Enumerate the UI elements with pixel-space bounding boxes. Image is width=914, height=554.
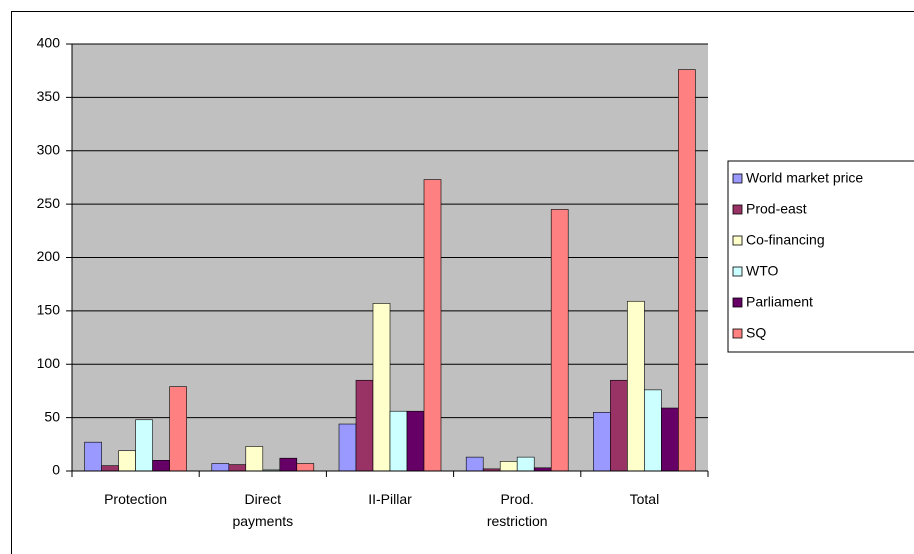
y-tick-label: 400 <box>37 35 61 51</box>
bar <box>152 460 170 472</box>
legend-marker <box>732 173 743 184</box>
y-tick-label: 0 <box>52 462 60 478</box>
y-tick-label: 50 <box>44 408 60 424</box>
bar <box>627 300 645 472</box>
bar <box>296 463 315 472</box>
bar <box>211 463 230 472</box>
x-tick-label: Direct payments <box>232 491 293 529</box>
bar <box>279 457 298 472</box>
legend-marker <box>732 328 743 339</box>
bar <box>610 379 628 472</box>
legend-marker <box>732 297 743 308</box>
y-tick-label: 150 <box>37 302 61 318</box>
bar <box>406 410 425 472</box>
y-tick-label: 350 <box>37 88 61 104</box>
legend-marker <box>732 266 743 277</box>
legend-label: World market price <box>746 170 863 186</box>
bar <box>135 419 153 472</box>
bar <box>228 464 247 472</box>
legend-marker <box>732 204 743 215</box>
x-tick-label: Prod. restriction <box>487 491 548 529</box>
bar <box>661 407 679 472</box>
legend-label: WTO <box>746 263 779 279</box>
x-tick-label: Protection <box>104 491 167 507</box>
x-tick-label: Total <box>630 491 660 507</box>
legend-box <box>727 160 914 353</box>
y-tick-label: 200 <box>37 248 61 264</box>
y-tick-label: 300 <box>37 141 61 157</box>
bar <box>550 209 569 472</box>
bar <box>118 450 136 472</box>
y-tick-label: 100 <box>37 355 61 371</box>
bar <box>389 410 408 472</box>
bar <box>338 423 357 472</box>
y-tick-label: 250 <box>37 195 61 211</box>
legend-marker <box>732 235 743 246</box>
bar <box>245 446 264 472</box>
legend-label: Parliament <box>746 294 813 310</box>
bar <box>678 69 696 472</box>
bar <box>372 303 391 472</box>
x-tick-label: II-Pillar <box>368 491 412 507</box>
bar <box>423 179 442 472</box>
legend-label: Prod-east <box>746 201 807 217</box>
bar <box>593 411 611 472</box>
legend-label: Co-financing <box>746 232 825 248</box>
bar <box>499 461 518 472</box>
legend-label: SQ <box>746 325 766 341</box>
bar <box>169 386 187 472</box>
bar <box>516 456 535 472</box>
bar <box>84 441 102 472</box>
bar <box>465 456 484 472</box>
bar <box>644 389 662 472</box>
bar <box>355 379 374 472</box>
bar <box>101 465 119 472</box>
